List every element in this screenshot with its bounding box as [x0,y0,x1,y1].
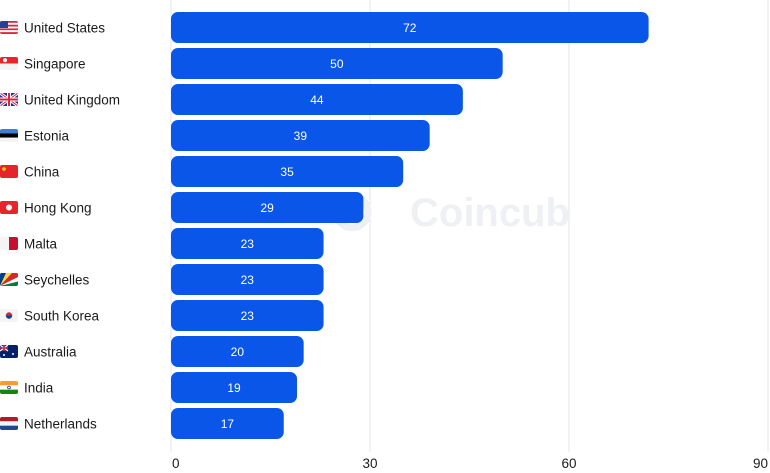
category-label: India [24,381,54,396]
x-tick-label: 30 [362,456,377,471]
in-flag-icon [0,381,18,394]
bar-value-label: 20 [231,345,245,359]
category-label: Hong Kong [24,201,92,216]
category-label: Malta [24,237,58,252]
ee-flag-icon [0,129,18,142]
bar [171,12,649,43]
bar-value-label: 44 [310,93,324,107]
sg-flag-icon [0,57,18,70]
bar [171,300,324,331]
category-label: South Korea [24,309,100,324]
bar [171,264,324,295]
x-tick-label: 90 [753,456,768,471]
category-label: Netherlands [24,417,97,432]
bar [171,120,430,151]
cn-flag-icon [0,165,18,178]
bar-value-label: 29 [261,201,275,215]
bar-value-label: 23 [241,237,255,251]
category-label: China [24,165,60,180]
bar [171,156,404,187]
x-axis-ticks: 0 30 60 90 [172,456,768,471]
nl-flag-icon [0,417,18,430]
x-tick-label: 60 [561,456,576,471]
bar [171,228,324,259]
bar [171,192,364,223]
bar [171,48,503,79]
bar-value-label: 50 [330,57,344,71]
bar [171,372,298,403]
bar-value-label: 35 [280,165,294,179]
bar [171,84,463,115]
bars: 72 50 44 39 35 29 23 23 23 20 19 17 [171,12,649,439]
x-tick-label: 0 [172,456,180,471]
bar-value-label: 19 [227,381,241,395]
kr-flag-icon [0,309,18,322]
bar-value-label: 23 [241,273,255,287]
bar [171,336,304,367]
us-flag-icon [0,21,18,34]
category-label: Seychelles [24,273,90,288]
category-label: United Kingdom [24,93,120,108]
sc-flag-icon [0,273,18,286]
category-label: United States [24,21,105,36]
category-label: Australia [24,345,77,360]
category-label: Singapore [24,57,86,72]
category-labels: United States Singapore United Kingdom Esto… [0,21,120,432]
bar-value-label: 23 [241,309,255,323]
bar-value-label: 17 [221,417,235,431]
category-label: Estonia [24,129,70,144]
bar [171,408,284,439]
watermark-text: Coincub [410,191,570,235]
gb-flag-icon [0,93,18,106]
bar-value-label: 72 [403,21,417,35]
watermark: Coincub [332,191,570,235]
mt-flag-icon [0,237,18,250]
bar-value-label: 39 [294,129,308,143]
au-flag-icon [0,345,18,358]
hk-flag-icon [0,201,18,214]
